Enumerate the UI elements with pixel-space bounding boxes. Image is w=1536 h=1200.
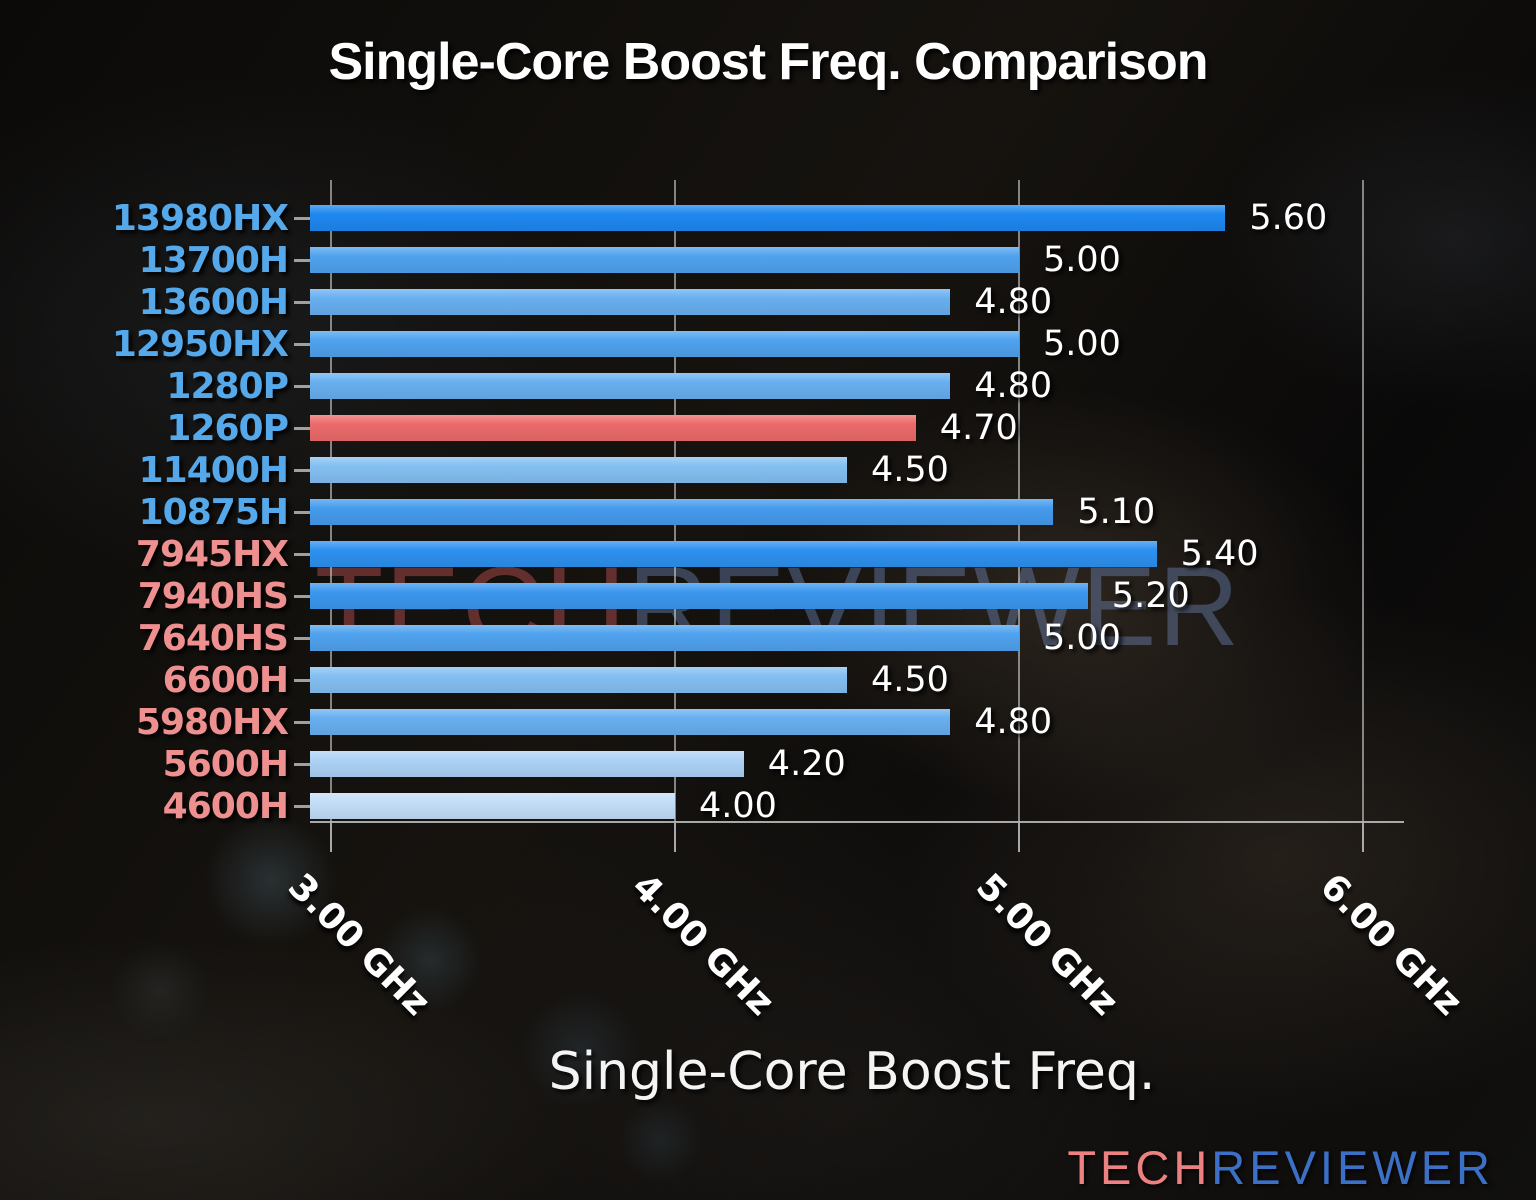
- category-label: 7940HS: [137, 575, 289, 617]
- category-label: 1260P: [166, 407, 289, 449]
- category-tick-icon: [294, 216, 310, 220]
- freq-bar: [310, 625, 1019, 651]
- freq-bar: [310, 667, 847, 693]
- bar-row: 7945HX 5.40: [0, 533, 1536, 575]
- category-label: 5600H: [162, 743, 289, 785]
- category-label: 13700H: [138, 239, 289, 281]
- category-tick-icon: [294, 762, 310, 766]
- x-axis-line: [310, 821, 1404, 823]
- bar-row: 7940HS 5.20: [0, 575, 1536, 617]
- freq-bar: [310, 583, 1088, 609]
- category-label: 12950HX: [111, 323, 289, 365]
- bar-row: 5980HX 4.80: [0, 701, 1536, 743]
- category-label: 13980HX: [111, 197, 289, 239]
- value-label: 4.50: [871, 450, 949, 490]
- freq-bar: [310, 373, 951, 399]
- freq-bar: [310, 499, 1054, 525]
- category-label: 10875H: [138, 491, 289, 533]
- category-tick-icon: [294, 678, 310, 682]
- category-tick-icon: [294, 258, 310, 262]
- value-label: 5.40: [1180, 534, 1259, 574]
- value-label: 5.00: [1043, 618, 1121, 658]
- freq-bar: [310, 709, 951, 735]
- freq-bar: [310, 457, 847, 483]
- bar-row: 10875H 5.10: [0, 491, 1536, 533]
- value-label: 5.20: [1111, 576, 1190, 616]
- bar-row: 13700H 5.00: [0, 239, 1536, 281]
- value-label: 4.80: [974, 366, 1053, 406]
- bar-row: 4600H 4.00: [0, 785, 1536, 827]
- x-tick-icon: [1018, 823, 1020, 852]
- bar-row: 13600H 4.80: [0, 281, 1536, 323]
- category-tick-icon: [294, 804, 310, 808]
- category-tick-icon: [294, 594, 310, 598]
- bar-row: 5600H 4.20: [0, 743, 1536, 785]
- x-tick-icon: [1362, 823, 1364, 852]
- category-label: 5980HX: [135, 701, 289, 743]
- x-tick-icon: [330, 823, 332, 852]
- category-tick-icon: [294, 552, 310, 556]
- category-label: 7945HX: [135, 533, 289, 575]
- category-tick-icon: [294, 300, 310, 304]
- value-label: 4.80: [974, 282, 1053, 322]
- category-label: 1280P: [166, 365, 289, 407]
- bar-row: 7640HS 5.00: [0, 617, 1536, 659]
- category-tick-icon: [294, 468, 310, 472]
- category-label: 6600H: [162, 659, 289, 701]
- category-tick-icon: [294, 384, 310, 388]
- category-label: 13600H: [138, 281, 289, 323]
- bars-layer: 13980HX 5.60 13700H 5.00 13600H 4.80 12950HX 5.…: [0, 197, 1536, 827]
- category-tick-icon: [294, 720, 310, 724]
- freq-bar: [310, 331, 1019, 357]
- value-label: 5.00: [1043, 240, 1121, 280]
- freq-bar: [310, 289, 951, 315]
- category-label: 11400H: [138, 449, 289, 491]
- value-label: 4.00: [699, 786, 777, 826]
- value-label: 4.50: [871, 660, 949, 700]
- freq-bar: [310, 415, 916, 441]
- freq-bar: [310, 541, 1157, 567]
- bar-row: 1280P 4.80: [0, 365, 1536, 407]
- chart-title: Single-Core Boost Freq. Comparison: [328, 33, 1209, 91]
- x-tick-icon: [674, 823, 676, 852]
- value-label: 4.70: [939, 408, 1018, 448]
- gridline: [1362, 180, 1364, 822]
- value-label: 5.10: [1077, 492, 1156, 532]
- category-tick-icon: [294, 342, 310, 346]
- value-label: 4.80: [974, 702, 1053, 742]
- x-axis-title: Single-Core Boost Freq.: [548, 1042, 1156, 1102]
- logo-reviewer: REVIEWER: [1211, 1141, 1494, 1194]
- value-label: 5.00: [1043, 324, 1121, 364]
- freq-bar: [310, 751, 744, 777]
- category-tick-icon: [294, 636, 310, 640]
- value-label: 5.60: [1249, 198, 1328, 238]
- bar-row: 6600H 4.50: [0, 659, 1536, 701]
- category-tick-icon: [294, 510, 310, 514]
- freq-bar: [310, 793, 675, 819]
- bar-row: 11400H 4.50: [0, 449, 1536, 491]
- brand-logo: TECHREVIEWER: [1067, 1140, 1494, 1195]
- bar-row: 1260P 4.70: [0, 407, 1536, 449]
- freq-bar: [310, 205, 1226, 231]
- freq-bar: [310, 247, 1019, 273]
- category-tick-icon: [294, 426, 310, 430]
- category-label: 7640HS: [137, 617, 289, 659]
- logo-tech: TECH: [1067, 1141, 1212, 1194]
- category-label: 4600H: [162, 785, 289, 827]
- value-label: 4.20: [767, 744, 846, 784]
- bar-row: 12950HX 5.00: [0, 323, 1536, 365]
- bar-row: 13980HX 5.60: [0, 197, 1536, 239]
